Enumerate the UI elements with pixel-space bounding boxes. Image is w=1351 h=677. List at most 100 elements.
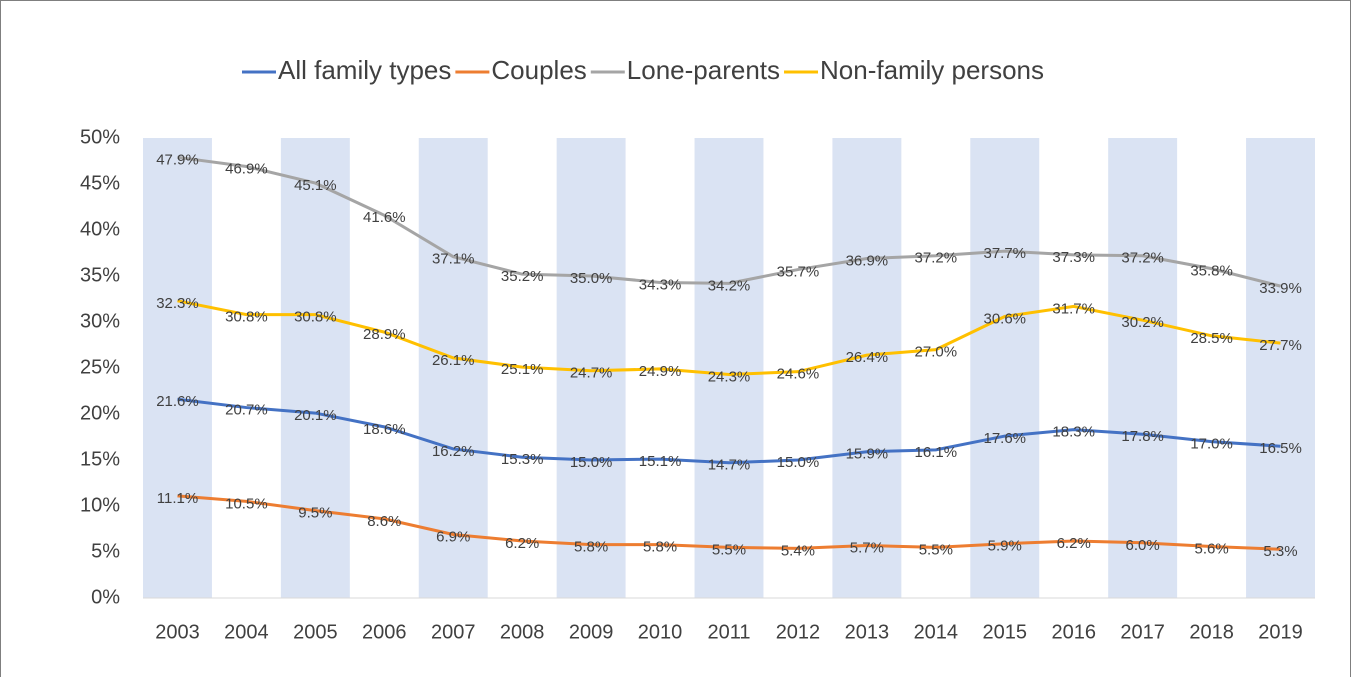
legend-label: Couples: [491, 55, 586, 85]
band: [280, 138, 350, 598]
data-label: 16.1%: [915, 444, 958, 461]
band: [1246, 138, 1315, 598]
y-tick-label: 15%: [80, 448, 120, 470]
data-label: 5.3%: [1263, 543, 1297, 560]
x-tick-label: 2012: [776, 621, 821, 643]
y-tick-label: 40%: [80, 218, 120, 240]
data-label: 17.8%: [1121, 428, 1164, 445]
data-label: 30.8%: [225, 309, 268, 326]
data-label: 20.7%: [225, 402, 268, 419]
y-tick-label: 10%: [80, 494, 120, 516]
data-label: 24.9%: [639, 363, 682, 380]
band: [832, 138, 902, 598]
x-tick-label: 2005: [293, 621, 338, 643]
data-label: 16.2%: [432, 443, 475, 460]
x-tick-label: 2006: [362, 621, 407, 643]
x-tick-label: 2004: [224, 621, 269, 643]
data-label: 31.7%: [1052, 300, 1095, 317]
data-label: 30.2%: [1121, 314, 1164, 331]
y-tick-label: 45%: [80, 172, 120, 194]
data-label: 6.2%: [505, 535, 539, 552]
data-label: 45.1%: [294, 177, 337, 194]
data-label: 21.6%: [156, 393, 199, 410]
data-label: 37.1%: [432, 251, 475, 268]
data-label: 18.3%: [1052, 424, 1095, 441]
band: [1108, 138, 1178, 598]
band: [970, 138, 1040, 598]
band: [143, 138, 212, 598]
data-label: 15.9%: [846, 446, 889, 463]
y-tick-label: 0%: [91, 586, 120, 608]
x-tick-label: 2008: [500, 621, 545, 643]
y-tick-label: 30%: [80, 310, 120, 332]
y-tick-label: 20%: [80, 402, 120, 424]
band: [694, 138, 764, 598]
data-label: 26.4%: [846, 349, 889, 366]
band: [418, 138, 488, 598]
x-tick-label: 2017: [1120, 621, 1165, 643]
data-label: 34.2%: [708, 277, 751, 294]
data-label: 18.6%: [363, 421, 406, 438]
data-label: 37.2%: [1121, 250, 1164, 267]
data-label: 16.5%: [1259, 440, 1302, 457]
data-label: 15.0%: [570, 454, 613, 471]
data-label: 35.7%: [777, 264, 820, 281]
data-label: 46.9%: [225, 160, 268, 177]
data-label: 14.7%: [708, 457, 751, 474]
data-label: 47.9%: [156, 151, 199, 168]
series-line: [177, 397, 1281, 465]
y-tick-label: 35%: [80, 264, 120, 286]
data-label: 41.6%: [363, 209, 406, 226]
x-tick-label: 2007: [431, 621, 476, 643]
data-label: 6.0%: [1126, 537, 1160, 554]
data-label: 5.5%: [712, 541, 746, 558]
band: [556, 138, 626, 598]
x-tick-label: 2019: [1258, 621, 1303, 643]
x-tick-label: 2014: [914, 621, 959, 643]
data-label: 33.9%: [1259, 280, 1302, 297]
x-tick-label: 2011: [707, 621, 750, 643]
data-label: 17.6%: [983, 430, 1026, 447]
data-label: 26.1%: [432, 352, 475, 369]
data-label: 24.3%: [708, 368, 751, 385]
data-label: 37.2%: [915, 250, 958, 267]
series-line: [177, 299, 1281, 376]
data-label: 25.1%: [501, 361, 544, 378]
data-label: 35.8%: [1190, 263, 1233, 280]
data-label: 30.6%: [983, 310, 1026, 327]
data-label: 5.9%: [988, 538, 1022, 555]
data-label: 5.7%: [850, 540, 884, 557]
series-line: [177, 494, 1281, 551]
data-label: 17.0%: [1190, 436, 1233, 453]
data-label: 9.5%: [298, 505, 332, 522]
data-label: 28.9%: [363, 326, 406, 343]
data-label: 5.8%: [643, 539, 677, 556]
data-label: 30.8%: [294, 309, 337, 326]
series-line: [177, 155, 1281, 288]
data-label: 37.7%: [983, 245, 1026, 262]
x-tick-label: 2003: [155, 621, 200, 643]
legend-label: Lone-parents: [627, 55, 780, 85]
data-label: 15.1%: [639, 453, 682, 470]
data-label: 5.6%: [1194, 540, 1228, 557]
x-tick-label: 2013: [845, 621, 890, 643]
data-label: 27.0%: [915, 344, 958, 361]
data-label: 6.9%: [436, 528, 470, 545]
data-label: 32.3%: [156, 295, 199, 312]
data-label: 35.2%: [501, 268, 544, 285]
x-tick-label: 2016: [1051, 621, 1096, 643]
data-label: 5.4%: [781, 542, 815, 559]
legend: All family types Couples Lone-parents Non-f…: [241, 55, 1044, 85]
data-label: 28.5%: [1190, 330, 1233, 347]
data-label: 35.0%: [570, 270, 613, 287]
y-tick-label: 50%: [80, 126, 120, 148]
data-label: 24.6%: [777, 366, 820, 383]
legend-label: All family types: [278, 55, 451, 85]
data-label: 20.1%: [294, 407, 337, 424]
data-label: 5.5%: [919, 541, 953, 558]
data-label: 37.3%: [1052, 249, 1095, 266]
data-label: 15.3%: [501, 451, 544, 468]
x-tick-label: 2018: [1189, 621, 1234, 643]
data-label: 5.8%: [574, 539, 608, 556]
